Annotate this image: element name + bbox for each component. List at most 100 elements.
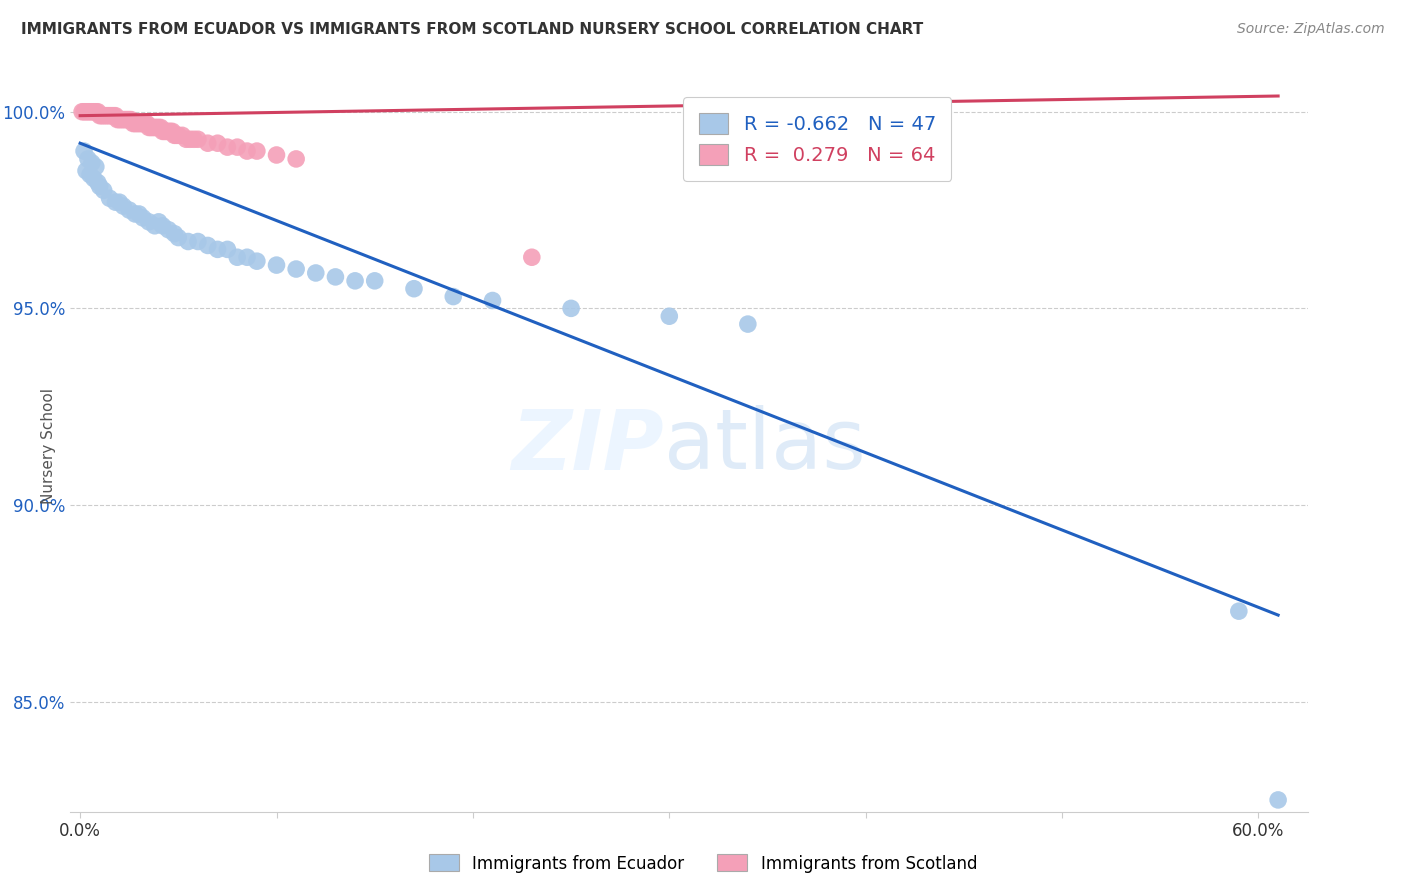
Point (104, 195, 127, 210)
Point (135, 116, 157, 130)
Point (129, 116, 152, 130)
Point (83, 171, 105, 186)
Point (157, 223, 180, 237)
Point (84, 160, 107, 174)
Point (197, 238, 219, 252)
Point (167, 230, 190, 244)
Point (114, 112, 136, 127)
Point (155, 124, 177, 138)
Point (77, 152, 100, 166)
Point (305, 266, 328, 280)
Point (124, 207, 146, 221)
Point (174, 132, 197, 146)
Point (118, 202, 141, 217)
Point (143, 219, 166, 233)
Point (1227, 604, 1250, 618)
Point (107, 112, 129, 127)
Point (138, 120, 160, 135)
Point (207, 243, 229, 257)
Point (560, 301, 582, 316)
Point (167, 128, 190, 143)
Point (70, 104, 93, 119)
Point (153, 124, 176, 138)
Point (139, 120, 162, 135)
Point (236, 144, 259, 158)
Point (124, 116, 146, 130)
Point (93, 109, 115, 123)
Point (285, 152, 308, 166)
Legend: R = -0.662   N = 47, R =  0.279   N = 64: R = -0.662 N = 47, R = 0.279 N = 64 (683, 97, 952, 180)
Point (165, 128, 187, 143)
Point (217, 243, 239, 257)
Point (79, 168, 101, 182)
Point (117, 112, 139, 127)
Point (187, 235, 209, 249)
Point (152, 124, 174, 138)
Point (246, 144, 269, 158)
Point (104, 109, 127, 123)
Point (75, 163, 97, 178)
Point (108, 112, 131, 127)
Point (77, 104, 100, 119)
Point (159, 124, 181, 138)
Legend: Immigrants from Ecuador, Immigrants from Scotland: Immigrants from Ecuador, Immigrants from… (422, 847, 984, 880)
Point (118, 112, 141, 127)
Point (658, 310, 681, 324)
Point (80, 104, 103, 119)
Text: ZIP: ZIP (512, 406, 664, 486)
Point (325, 269, 347, 284)
Point (73, 104, 96, 119)
Point (87, 176, 110, 190)
Point (163, 227, 186, 241)
Point (98, 109, 121, 123)
Point (441, 289, 464, 303)
Point (93, 183, 115, 197)
Point (142, 120, 165, 135)
Point (207, 136, 229, 151)
Point (152, 219, 174, 233)
Point (98, 191, 121, 205)
Point (132, 211, 155, 225)
Point (344, 274, 367, 288)
Point (87, 104, 110, 119)
Point (402, 282, 425, 296)
Point (183, 132, 205, 146)
Text: atlas: atlas (664, 406, 866, 486)
Y-axis label: Nursery School: Nursery School (41, 388, 56, 504)
Point (120, 112, 142, 127)
Point (1267, 793, 1289, 807)
Point (226, 140, 249, 154)
Point (520, 250, 543, 264)
Point (145, 120, 167, 135)
Point (100, 109, 122, 123)
Point (187, 132, 209, 146)
Point (122, 116, 145, 130)
Point (226, 250, 249, 264)
Point (80, 156, 103, 170)
Point (112, 199, 135, 213)
Point (94, 109, 117, 123)
Point (110, 112, 132, 127)
Point (172, 128, 194, 143)
Point (737, 317, 759, 331)
Point (138, 215, 160, 229)
Point (128, 207, 150, 221)
Point (236, 250, 259, 264)
Point (285, 262, 308, 277)
Point (79, 104, 101, 119)
Point (481, 293, 503, 308)
Point (90, 109, 112, 123)
Text: Source: ZipAtlas.com: Source: ZipAtlas.com (1237, 22, 1385, 37)
Point (97, 109, 120, 123)
Point (73, 144, 96, 158)
Point (177, 235, 200, 249)
Point (148, 120, 170, 135)
Point (197, 136, 219, 151)
Point (364, 274, 387, 288)
Point (132, 116, 155, 130)
Point (125, 116, 148, 130)
Point (89, 109, 111, 123)
Text: IMMIGRANTS FROM ECUADOR VS IMMIGRANTS FROM SCOTLAND NURSERY SCHOOL CORRELATION C: IMMIGRANTS FROM ECUADOR VS IMMIGRANTS FR… (21, 22, 924, 37)
Point (217, 140, 239, 154)
Point (108, 195, 131, 210)
